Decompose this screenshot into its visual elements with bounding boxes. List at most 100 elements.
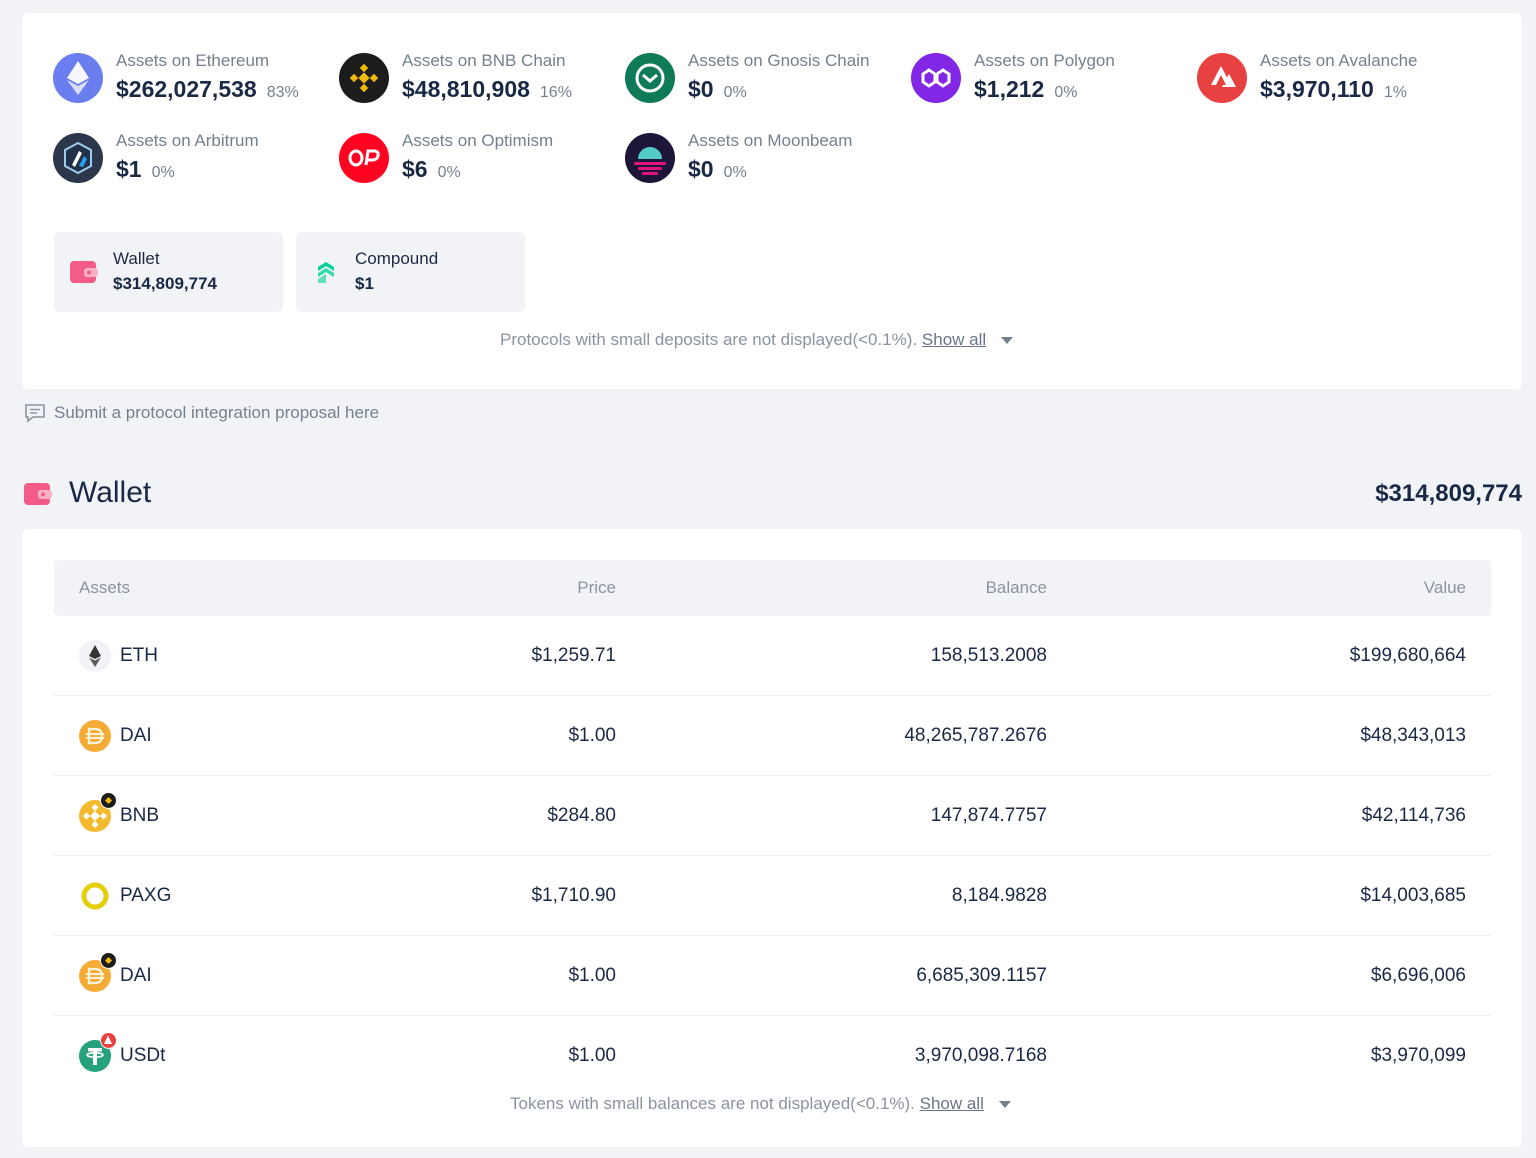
chain-label: Assets on BNB Chain	[402, 51, 566, 70]
table-row[interactable]: PAXG $1,710.90 8,184.9828 $14,003,685	[54, 856, 1491, 936]
chain-value: $262,027,538	[116, 76, 257, 102]
asset-value: $6,696,006	[1370, 964, 1466, 986]
tokens-hidden-note: Tokens with small balances are not displ…	[510, 1094, 1011, 1114]
eth-token-icon	[79, 639, 111, 672]
protocols-hidden-note: Protocols with small deposits are not di…	[500, 330, 1013, 350]
bnb-chain-badge-icon	[100, 951, 117, 969]
chain-label: Assets on Avalanche	[1260, 51, 1418, 70]
chain-value: $6	[402, 156, 428, 182]
chain-label: Assets on Gnosis Chain	[688, 51, 870, 70]
ethereum-icon	[53, 53, 103, 103]
asset-balance: 147,874.7757	[930, 804, 1047, 826]
table-header: Assets Price Balance Value	[54, 560, 1491, 616]
wallet-title: Wallet	[69, 476, 152, 509]
chain-value: $3,970,110	[1260, 76, 1374, 102]
chain-percent: 0%	[437, 164, 461, 181]
chain-ethereum[interactable]: Assets on Ethereum $262,027,538 83%	[53, 51, 333, 107]
protocol-name: Wallet	[113, 249, 160, 268]
table-row[interactable]: ETH $1,259.71 158,513.2008 $199,680,664	[54, 616, 1491, 696]
chain-value: $1,212	[974, 76, 1045, 102]
chain-percent: 83%	[266, 84, 299, 101]
avalanche-icon	[1197, 53, 1247, 103]
column-header-balance: Balance	[985, 578, 1047, 597]
arbitrum-icon	[53, 133, 103, 183]
asset-price: $1,710.90	[531, 884, 616, 906]
bnb-chain-icon	[339, 53, 389, 103]
protocols-note-text: Protocols with small deposits are not di…	[500, 330, 918, 349]
caret-down-icon[interactable]	[998, 1101, 1011, 1109]
chain-gnosis[interactable]: Assets on Gnosis Chain $0 0%	[625, 51, 905, 107]
tokens-show-all-link[interactable]: Show all	[919, 1094, 984, 1113]
asset-value: $48,343,013	[1360, 724, 1466, 746]
chain-value: $0	[688, 76, 714, 102]
asset-price: $1,259.71	[531, 644, 616, 666]
chain-percent: 1%	[1383, 84, 1407, 101]
protocols-show-all-link[interactable]: Show all	[921, 330, 987, 349]
chain-optimism[interactable]: Assets on Optimism $6 0%	[339, 131, 619, 187]
chain-value: $0	[688, 156, 714, 182]
wallet-icon	[24, 483, 52, 505]
protocol-tile-wallet[interactable]: Wallet $314,809,774	[54, 232, 283, 312]
protocol-name: Compound	[355, 249, 439, 268]
asset-symbol: USDt	[120, 1045, 166, 1066]
table-row[interactable]: USDt $1.00 3,970,098.7168 $3,970,099	[54, 1016, 1491, 1096]
optimism-icon	[339, 133, 389, 183]
chain-label: Assets on Ethereum	[116, 51, 270, 70]
table-row[interactable]: DAI $1.00 48,265,787.2676 $48,343,013	[54, 696, 1491, 776]
asset-symbol: BNB	[120, 804, 160, 826]
asset-symbol: PAXG	[120, 884, 172, 906]
polygon-icon	[911, 53, 961, 103]
wallet-section-header: Wallet $314,809,774	[24, 474, 1522, 514]
dai-token-icon	[79, 719, 111, 752]
asset-value: $199,680,664	[1349, 644, 1466, 666]
protocol-tile-compound[interactable]: Compound $1	[296, 232, 525, 312]
asset-value: $42,114,736	[1361, 804, 1466, 826]
bnb-token-icon	[79, 791, 117, 832]
table-row[interactable]: BNB $284.80 147,874.7757 $42,114,736	[54, 776, 1491, 856]
asset-balance: 48,265,787.2676	[904, 724, 1047, 746]
asset-price: $1.00	[568, 964, 616, 986]
asset-value: $14,003,685	[1360, 884, 1466, 906]
moonbeam-icon	[625, 133, 675, 183]
asset-balance: 158,513.2008	[930, 644, 1047, 666]
paxg-token-icon	[79, 879, 111, 912]
chain-percent: 0%	[151, 164, 175, 181]
chain-percent: 0%	[1054, 84, 1078, 101]
protocol-proposal-link[interactable]: Submit a protocol integration proposal h…	[24, 403, 379, 423]
protocol-value: $314,809,774	[113, 274, 217, 293]
chain-label: Assets on Polygon	[974, 51, 1115, 70]
wallet-icon	[70, 261, 98, 283]
wallet-table-card: Assets Price Balance Value ETH $1,259.71…	[22, 529, 1522, 1147]
chain-percent: 0%	[723, 164, 747, 181]
dai-token-icon	[79, 951, 117, 992]
chain-avalanche[interactable]: Assets on Avalanche $3,970,110 1%	[1197, 51, 1477, 107]
column-header-value: Value	[1423, 578, 1466, 597]
tokens-note-text: Tokens with small balances are not displ…	[510, 1094, 915, 1113]
asset-value: $3,970,099	[1370, 1045, 1466, 1066]
asset-balance: 6,685,309.1157	[916, 964, 1047, 986]
chain-value: $1	[116, 156, 142, 182]
chain-moonbeam[interactable]: Assets on Moonbeam $0 0%	[625, 131, 905, 187]
wallet-total: $314,809,774	[1375, 480, 1522, 507]
asset-price: $1.00	[568, 1045, 616, 1066]
chain-label: Assets on Optimism	[402, 131, 554, 150]
chain-percent: 0%	[723, 84, 747, 101]
proposal-text: Submit a protocol integration proposal h…	[54, 403, 380, 422]
chain-arbitrum[interactable]: Assets on Arbitrum $1 0%	[53, 131, 333, 187]
caret-down-icon[interactable]	[1000, 337, 1013, 345]
column-header-assets: Assets	[79, 578, 131, 597]
asset-symbol: ETH	[120, 644, 158, 666]
column-header-price: Price	[577, 578, 616, 597]
asset-symbol: DAI	[120, 724, 152, 746]
asset-balance: 3,970,098.7168	[914, 1045, 1047, 1066]
asset-price: $1.00	[568, 724, 616, 746]
chain-label: Assets on Arbitrum	[116, 131, 259, 150]
asset-balance: 8,184.9828	[951, 884, 1047, 906]
chain-bnb[interactable]: Assets on BNB Chain $48,810,908 16%	[339, 51, 619, 107]
table-row[interactable]: DAI $1.00 6,685,309.1157 $6,696,006	[54, 936, 1491, 1016]
chains-summary-card: Assets on Ethereum $262,027,538 83% Asset…	[22, 13, 1522, 389]
comment-icon	[25, 404, 45, 423]
chain-value: $48,810,908	[402, 76, 530, 102]
chain-label: Assets on Moonbeam	[688, 131, 853, 150]
chain-polygon[interactable]: Assets on Polygon $1,212 0%	[911, 51, 1191, 107]
